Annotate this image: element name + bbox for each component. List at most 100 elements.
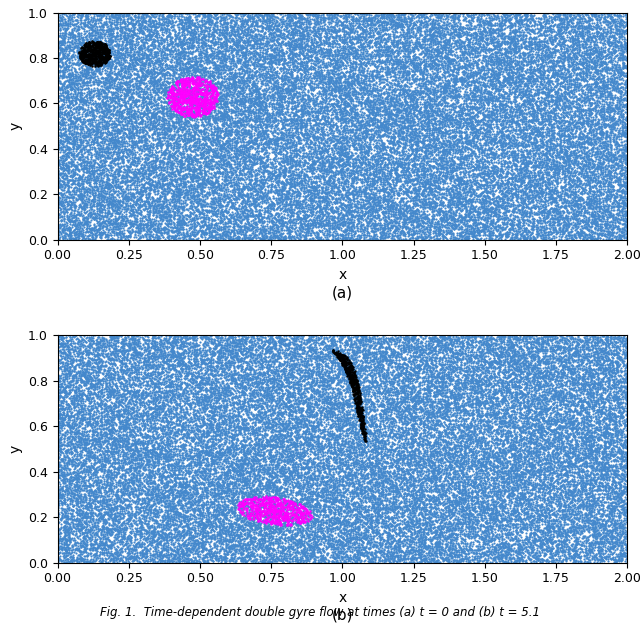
Point	[420, 128, 431, 138]
Point	[226, 100, 236, 110]
Point	[522, 419, 532, 429]
Point	[588, 469, 598, 479]
Point	[230, 397, 241, 407]
Point	[106, 340, 116, 350]
Point	[345, 62, 355, 72]
Point	[552, 214, 563, 224]
Point	[94, 437, 104, 447]
Point	[558, 61, 568, 71]
Point	[254, 476, 264, 486]
Point	[584, 420, 594, 430]
Point	[203, 377, 213, 387]
Point	[58, 139, 68, 149]
Point	[200, 18, 211, 28]
Point	[126, 36, 136, 46]
Point	[134, 206, 145, 216]
Point	[168, 532, 179, 542]
Point	[478, 214, 488, 224]
Point	[89, 39, 99, 49]
Point	[77, 172, 87, 182]
Point	[607, 479, 617, 489]
Point	[582, 470, 592, 480]
Point	[282, 511, 292, 521]
Point	[410, 490, 420, 500]
Point	[399, 211, 409, 221]
Point	[615, 435, 625, 445]
Point	[346, 121, 356, 131]
Point	[95, 376, 106, 386]
Point	[333, 62, 344, 72]
Point	[72, 183, 82, 193]
Point	[264, 142, 274, 152]
Point	[481, 503, 491, 513]
Point	[76, 509, 86, 519]
Point	[246, 478, 257, 488]
Point	[441, 211, 451, 221]
Point	[573, 11, 584, 21]
Point	[582, 45, 593, 55]
Point	[616, 389, 626, 399]
Point	[509, 367, 520, 377]
Point	[89, 338, 99, 348]
Point	[456, 99, 467, 109]
Point	[380, 173, 390, 182]
Point	[124, 26, 134, 36]
Point	[187, 97, 197, 107]
Point	[343, 344, 353, 354]
Point	[243, 528, 253, 538]
Point	[457, 61, 467, 71]
Point	[268, 478, 278, 488]
Point	[161, 223, 172, 233]
Point	[277, 223, 287, 233]
Point	[620, 391, 630, 401]
Point	[78, 136, 88, 146]
Point	[252, 194, 262, 204]
Point	[485, 412, 495, 422]
Point	[248, 26, 258, 36]
Point	[354, 16, 364, 26]
Point	[563, 345, 573, 355]
Point	[489, 157, 499, 167]
Point	[327, 51, 337, 61]
Point	[570, 186, 580, 196]
Point	[383, 458, 393, 468]
Point	[183, 86, 193, 96]
Point	[276, 231, 286, 241]
Point	[83, 234, 93, 244]
Point	[405, 129, 415, 139]
Point	[145, 398, 156, 408]
Point	[490, 335, 500, 345]
Point	[251, 427, 261, 437]
Point	[451, 498, 461, 508]
Point	[380, 116, 390, 126]
Point	[566, 88, 576, 98]
Point	[378, 98, 388, 108]
Point	[171, 156, 181, 166]
Point	[134, 440, 145, 450]
Point	[104, 514, 115, 524]
Point	[524, 552, 534, 562]
Point	[244, 445, 255, 455]
Point	[327, 533, 337, 543]
Point	[325, 175, 335, 185]
Point	[109, 56, 119, 66]
Point	[619, 168, 629, 177]
Point	[615, 353, 625, 363]
Point	[413, 534, 423, 544]
Point	[411, 517, 421, 527]
Point	[294, 22, 304, 32]
Point	[307, 161, 317, 171]
Point	[415, 22, 425, 32]
Point	[568, 494, 579, 504]
Point	[439, 408, 449, 418]
Point	[126, 512, 136, 522]
Point	[106, 524, 116, 534]
Point	[106, 491, 116, 501]
Point	[198, 402, 208, 412]
Point	[439, 95, 449, 105]
Point	[188, 41, 198, 51]
Point	[609, 129, 619, 139]
Point	[216, 77, 227, 87]
Point	[76, 414, 86, 424]
Point	[591, 368, 601, 378]
